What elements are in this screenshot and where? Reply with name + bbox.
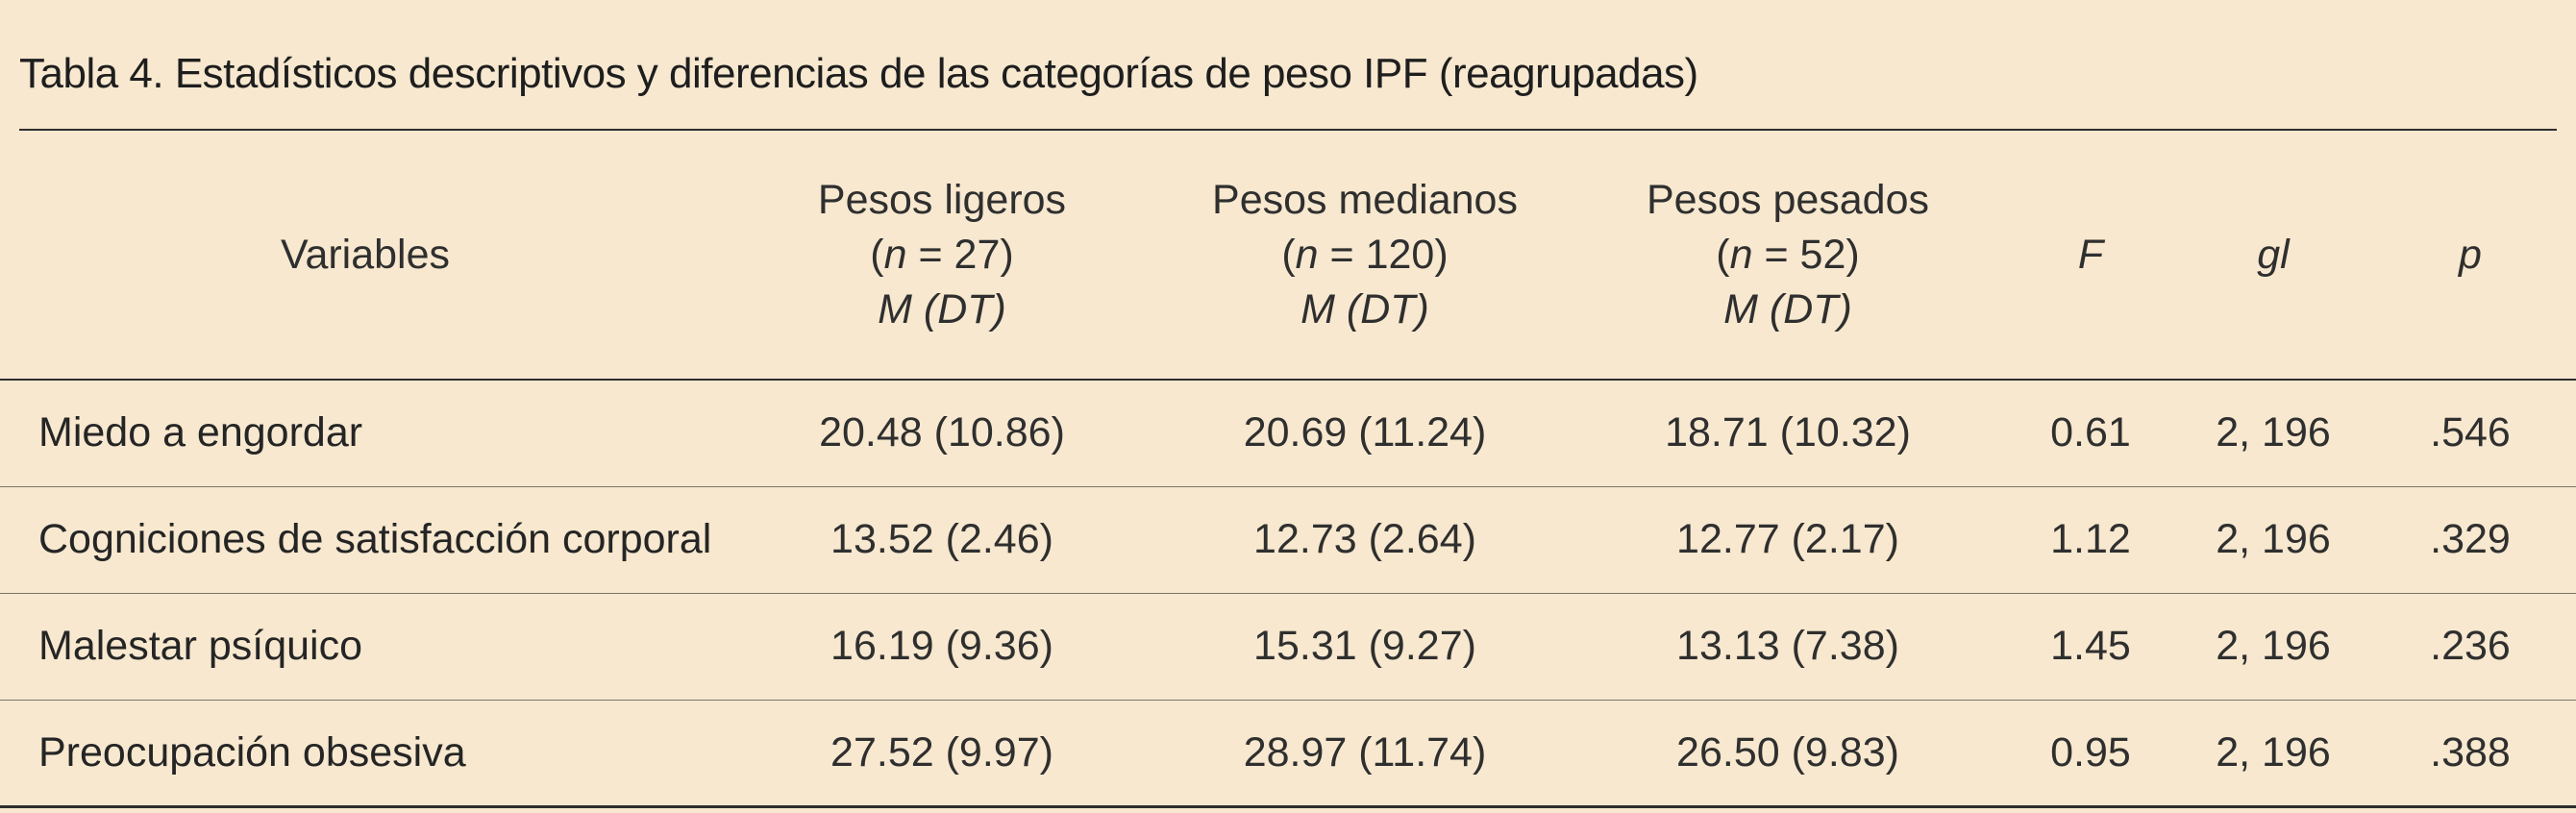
cell-heavy: 13.13 (7.38) [1576, 593, 1999, 701]
group-n: (n = 52) [1576, 228, 1999, 283]
table-row: Cogniciones de satisfacción corporal 13.… [0, 486, 2576, 594]
group-n: (n = 120) [1153, 228, 1576, 283]
title-divider [19, 129, 2557, 131]
group-n-prefix: ( [1281, 232, 1296, 278]
group-stat: M (DT) [1723, 286, 1852, 333]
group-n-label: n [1729, 232, 1753, 278]
group-n-label: n [1295, 232, 1319, 278]
row-variable: Preocupación obsesiva [0, 700, 731, 808]
cell-light: 20.48 (10.86) [731, 380, 1153, 487]
table-header: Variables Pesos ligeros (n = 27) M (DT) … [0, 132, 2576, 381]
row-variable: Miedo a engordar [0, 380, 731, 487]
cell-light: 16.19 (9.36) [731, 593, 1153, 701]
cell-medium: 12.73 (2.64) [1153, 486, 1576, 594]
group-n-prefix: ( [1716, 232, 1730, 278]
row-variable: Cogniciones de satisfacción corporal [0, 486, 731, 594]
cell-f: 1.45 [1999, 593, 2182, 701]
table-row: Preocupación obsesiva 27.52 (9.97) 28.97… [0, 700, 2576, 808]
header-group-medium: Pesos medianos (n = 120) M (DT) [1153, 132, 1576, 381]
cell-p: .236 [2365, 593, 2576, 701]
group-name: Pesos medianos [1212, 177, 1518, 223]
cell-p: .329 [2365, 486, 2576, 594]
cell-light: 27.52 (9.97) [731, 700, 1153, 808]
cell-gl: 2, 196 [2182, 486, 2365, 594]
table-title-bar: Tabla 4. Estadísticos descriptivos y dif… [0, 0, 2576, 131]
cell-f: 0.95 [1999, 700, 2182, 808]
header-p: p [2365, 132, 2576, 381]
group-n-prefix: ( [870, 232, 884, 278]
group-n-label: n [883, 232, 907, 278]
cell-gl: 2, 196 [2182, 700, 2365, 808]
table-title: Tabla 4. Estadísticos descriptivos y dif… [19, 50, 1698, 97]
group-stat: M (DT) [878, 286, 1006, 333]
header-row: Variables Pesos ligeros (n = 27) M (DT) … [0, 132, 2576, 381]
group-name: Pesos ligeros [817, 177, 1067, 223]
cell-medium: 28.97 (11.74) [1153, 700, 1576, 808]
cell-p: .546 [2365, 380, 2576, 487]
descriptive-statistics-table: Variables Pesos ligeros (n = 27) M (DT) … [0, 132, 2576, 808]
header-gl: gl [2182, 132, 2365, 381]
cell-gl: 2, 196 [2182, 380, 2365, 487]
cell-f: 0.61 [1999, 380, 2182, 487]
header-f: F [1999, 132, 2182, 381]
group-n-value: = 120) [1318, 232, 1449, 278]
header-group-heavy: Pesos pesados (n = 52) M (DT) [1576, 132, 1999, 381]
table-row: Miedo a engordar 20.48 (10.86) 20.69 (11… [0, 380, 2576, 487]
table-body: Miedo a engordar 20.48 (10.86) 20.69 (11… [0, 380, 2576, 808]
group-n: (n = 27) [731, 228, 1153, 283]
cell-heavy: 12.77 (2.17) [1576, 486, 1999, 594]
cell-medium: 20.69 (11.24) [1153, 380, 1576, 487]
cell-medium: 15.31 (9.27) [1153, 593, 1576, 701]
group-n-value: = 27) [906, 232, 1014, 278]
group-stat: M (DT) [1300, 286, 1429, 333]
header-group-light: Pesos ligeros (n = 27) M (DT) [731, 132, 1153, 381]
cell-p: .388 [2365, 700, 2576, 808]
cell-light: 13.52 (2.46) [731, 486, 1153, 594]
cell-heavy: 18.71 (10.32) [1576, 380, 1999, 487]
cell-gl: 2, 196 [2182, 593, 2365, 701]
cell-f: 1.12 [1999, 486, 2182, 594]
group-name: Pesos pesados [1646, 177, 1930, 223]
header-variables: Variables [0, 132, 731, 381]
group-n-value: = 52) [1752, 232, 1860, 278]
cell-heavy: 26.50 (9.83) [1576, 700, 1999, 808]
row-variable: Malestar psíquico [0, 593, 731, 701]
table-row: Malestar psíquico 16.19 (9.36) 15.31 (9.… [0, 593, 2576, 701]
